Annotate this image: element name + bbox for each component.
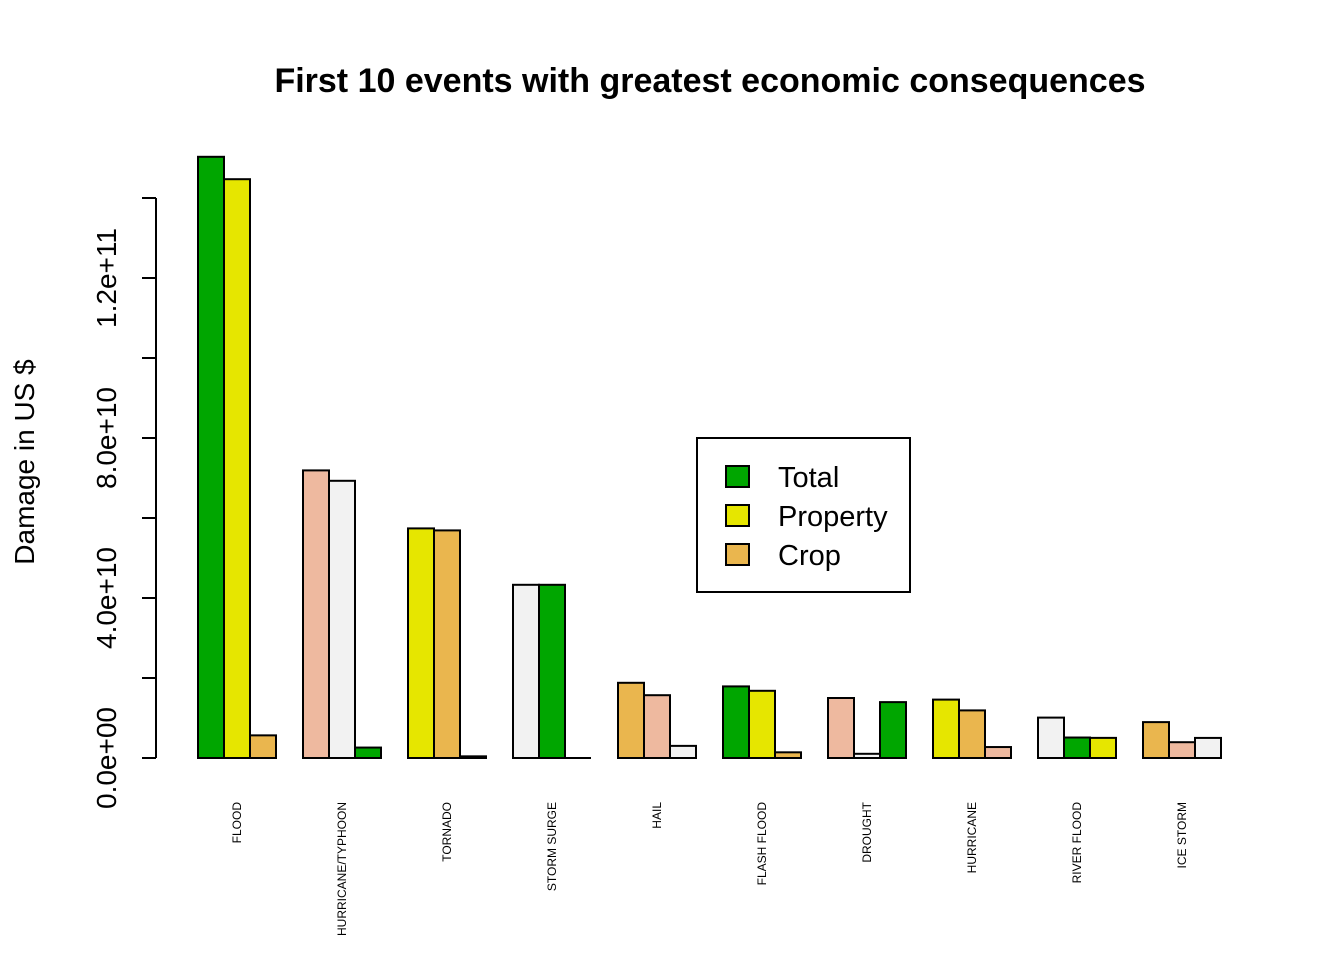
bar-total-1	[197, 155, 225, 760]
bar-property-10	[1168, 741, 1196, 760]
bar-property-7	[853, 752, 881, 759]
bar-total-5	[617, 681, 645, 759]
bar-crop-5	[669, 744, 697, 760]
bar-crop-3	[459, 755, 487, 760]
bar-property-4	[538, 583, 566, 759]
bar-total-3	[407, 527, 435, 760]
y-axis-label: Damage in US $	[9, 359, 40, 565]
legend-swatch-crop	[725, 543, 750, 566]
bar-property-5	[643, 694, 671, 760]
bar-crop-6	[774, 751, 802, 760]
legend-label-property: Property	[778, 501, 888, 533]
bar-total-4	[512, 583, 540, 759]
bar-crop-8	[984, 746, 1012, 759]
x-tick-label: STORM SURGE	[545, 802, 559, 891]
legend-label-total: Total	[778, 462, 839, 494]
bar-property-9	[1063, 736, 1091, 760]
x-axis-labels: FLOOD HURRICANE/TYPHOON TORNADO STORM SURGE…	[230, 801, 1189, 936]
x-tick-label: RIVER FLOOD	[1070, 802, 1084, 884]
bar-property-8	[958, 709, 986, 760]
x-tick-label: TORNADO	[440, 802, 454, 862]
bar-total-9	[1037, 716, 1065, 759]
bar-crop-7	[879, 701, 907, 759]
y-tick-label: 1.2e+11	[91, 228, 122, 328]
bar-property-2	[328, 479, 356, 759]
legend-swatch-total	[725, 465, 750, 488]
bar-total-7	[827, 697, 855, 759]
bar-crop-9	[1089, 736, 1117, 760]
x-tick-label: ICE STORM	[1175, 802, 1189, 868]
bar-crop-2	[354, 746, 382, 759]
bar-crop-10	[1194, 736, 1222, 759]
x-tick-label: FLASH FLOOD	[755, 802, 769, 886]
bars	[197, 155, 1222, 760]
y-tick-label: 4.0e+10	[91, 547, 122, 649]
bar-property-3	[433, 529, 461, 760]
x-tick-label: HURRICANE	[965, 802, 979, 873]
y-tick-label: 0.0e+00	[91, 707, 122, 809]
x-tick-label: HURRICANE/TYPHOON	[335, 802, 349, 936]
bar-property-1	[223, 178, 251, 759]
x-tick-label: FLOOD	[230, 802, 244, 844]
x-tick-label: HAIL	[650, 802, 664, 829]
legend: Total Property Crop	[696, 437, 911, 593]
bar-total-2	[302, 469, 330, 759]
chart-title: First 10 events with greatest economic c…	[274, 62, 1145, 100]
bar-property-6	[748, 689, 776, 759]
bar-crop-1	[249, 734, 277, 759]
bar-total-8	[932, 698, 960, 759]
y-axis: 0.0e+00 4.0e+10 8.0e+10 1.2e+11	[91, 197, 157, 809]
bar-total-10	[1142, 721, 1170, 759]
y-tick-label: 8.0e+10	[91, 387, 122, 489]
x-tick-label: DROUGHT	[860, 801, 874, 862]
legend-label-crop: Crop	[778, 540, 841, 572]
legend-swatch-property	[725, 504, 750, 527]
bar-total-6	[722, 685, 750, 760]
